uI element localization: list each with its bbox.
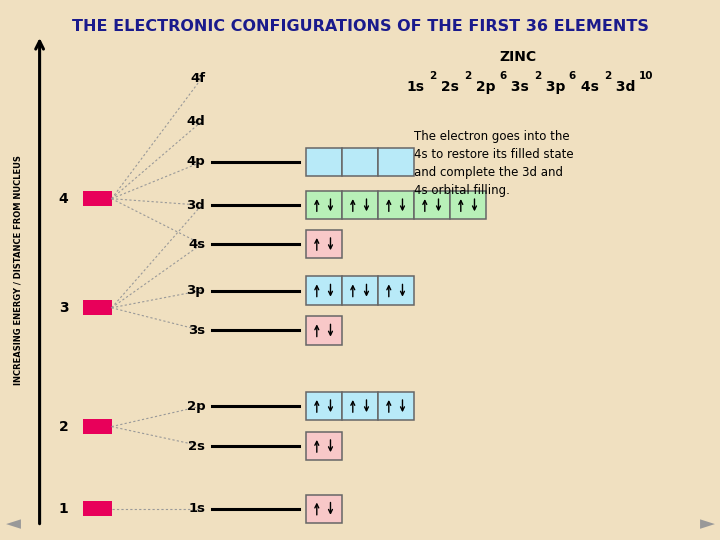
Text: 3s: 3s — [505, 80, 528, 94]
Bar — [342, 148, 378, 176]
Text: 2p: 2p — [186, 400, 205, 413]
Text: 3d: 3d — [611, 80, 635, 94]
Text: ►: ► — [700, 514, 714, 534]
Bar — [450, 191, 486, 219]
Bar — [83, 300, 112, 315]
Text: 4s: 4s — [188, 238, 205, 251]
Text: 2s: 2s — [188, 440, 205, 453]
Text: 6: 6 — [499, 71, 506, 80]
Bar — [306, 191, 342, 219]
Text: 2: 2 — [464, 71, 472, 80]
Text: 10: 10 — [639, 71, 653, 80]
Bar — [83, 419, 112, 434]
Bar — [306, 495, 342, 523]
Text: INCREASING ENERGY / DISTANCE FROM NUCLEUS: INCREASING ENERGY / DISTANCE FROM NUCLEU… — [14, 155, 22, 385]
Text: 4: 4 — [58, 192, 68, 206]
Bar — [378, 191, 414, 219]
Text: 2: 2 — [58, 420, 68, 434]
Bar — [83, 191, 112, 206]
Text: 2: 2 — [534, 71, 541, 80]
Text: 2: 2 — [603, 71, 611, 80]
Text: 4p: 4p — [186, 156, 205, 168]
Bar — [378, 276, 414, 305]
Text: 3p: 3p — [541, 80, 565, 94]
Text: 3: 3 — [59, 301, 68, 315]
Text: 3p: 3p — [186, 284, 205, 297]
Bar — [306, 230, 342, 258]
Text: 1: 1 — [58, 502, 68, 516]
Bar — [342, 276, 378, 305]
Text: THE ELECTRONIC CONFIGURATIONS OF THE FIRST 36 ELEMENTS: THE ELECTRONIC CONFIGURATIONS OF THE FIR… — [71, 19, 649, 34]
Bar — [414, 191, 450, 219]
Text: 1s: 1s — [407, 80, 425, 94]
Text: ZINC: ZINC — [500, 50, 537, 64]
Bar — [378, 148, 414, 176]
Text: 3s: 3s — [188, 324, 205, 337]
Text: 2p: 2p — [471, 80, 495, 94]
Text: 4s: 4s — [575, 80, 598, 94]
Bar — [306, 276, 342, 305]
Text: The electron goes into the
4s to restore its filled state
and complete the 3d an: The electron goes into the 4s to restore… — [414, 130, 574, 197]
Text: 1s: 1s — [188, 502, 205, 515]
Text: 4d: 4d — [186, 115, 205, 128]
Bar — [306, 432, 342, 460]
Text: 6: 6 — [569, 71, 576, 80]
Text: 2: 2 — [429, 71, 436, 80]
Bar — [306, 148, 342, 176]
Bar — [378, 392, 414, 420]
Text: 3d: 3d — [186, 199, 205, 212]
Bar — [306, 392, 342, 420]
Bar — [342, 191, 378, 219]
Bar — [306, 316, 342, 345]
Text: 4f: 4f — [190, 72, 205, 85]
Bar — [83, 501, 112, 516]
Text: 2s: 2s — [436, 80, 459, 94]
Bar — [342, 392, 378, 420]
Text: ◄: ◄ — [6, 514, 20, 534]
